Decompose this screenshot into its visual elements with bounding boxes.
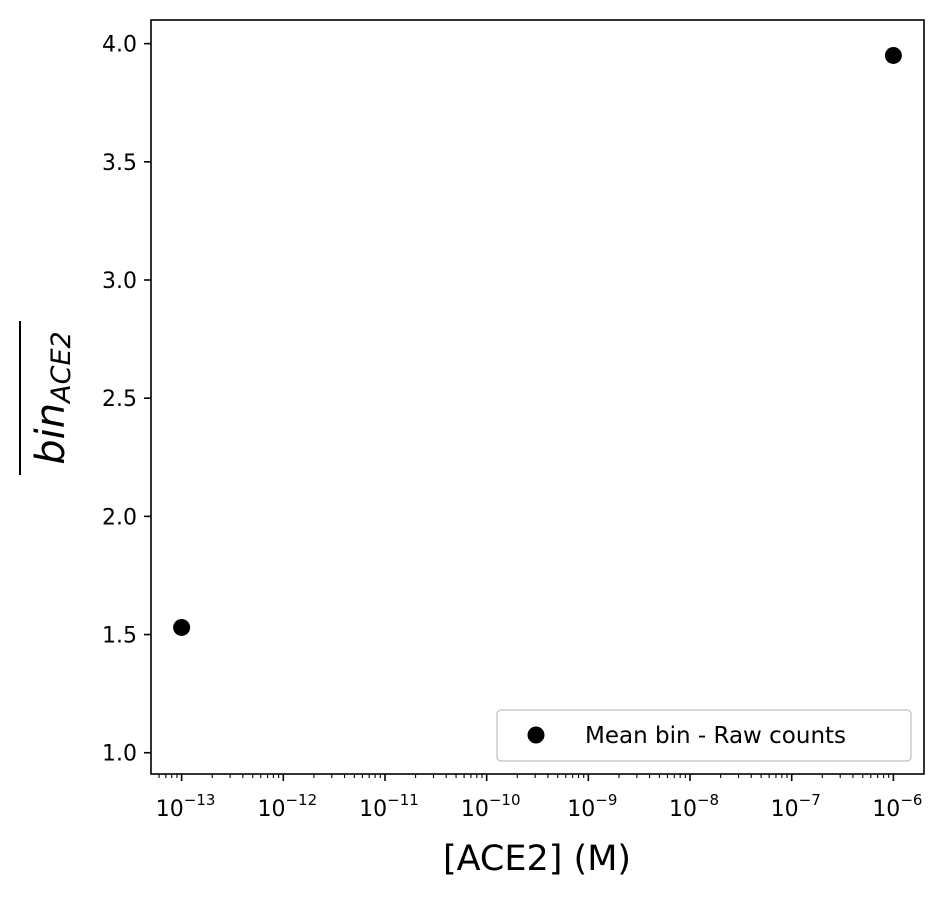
x-tick-label-exponent: −11 xyxy=(387,791,419,809)
x-tick-label: 10−6 xyxy=(872,791,922,822)
x-tick-label-exponent: −9 xyxy=(595,791,617,809)
y-axis-label-base: bin xyxy=(28,403,74,465)
x-tick-label-base: 10 xyxy=(872,797,900,822)
x-axis: 10−13 10−12 10−11 10−10 10−9 10−8 10−7 10−6 xyxy=(156,774,922,822)
data-point xyxy=(884,46,902,64)
x-tick-label: 10−11 xyxy=(359,791,419,822)
x-axis-label: [ACE2] (M) xyxy=(443,839,631,879)
y-axis: 1.0 1.5 2.0 2.5 3.0 3.5 4.0 xyxy=(102,33,151,767)
plot-area-frame xyxy=(150,19,925,775)
y-axis-label-subscript: ACE2 xyxy=(46,331,77,405)
y-tick-label: 3.0 xyxy=(102,269,137,294)
data-point xyxy=(173,618,191,636)
x-tick-label: 10−9 xyxy=(567,791,617,822)
x-tick-label: 10−13 xyxy=(156,791,216,822)
y-axis-label: binACE2 xyxy=(19,321,77,475)
legend-entry-label: Mean bin - Raw counts xyxy=(585,723,846,749)
x-tick-label-exponent: −12 xyxy=(285,791,317,809)
legend-marker xyxy=(527,726,545,744)
y-tick-label: 1.0 xyxy=(102,742,137,767)
x-tick-label-base: 10 xyxy=(461,797,489,822)
y-tick-label: 4.0 xyxy=(102,33,137,58)
x-tick-label-base: 10 xyxy=(257,797,285,822)
x-tick-label-base: 10 xyxy=(359,797,387,822)
x-tick-label: 10−7 xyxy=(771,791,821,822)
x-tick-label-base: 10 xyxy=(771,797,799,822)
svg-text:binACE2: binACE2 xyxy=(28,331,77,464)
y-tick-label: 2.5 xyxy=(102,387,137,412)
x-tick-label-exponent: −6 xyxy=(900,791,922,809)
y-tick-label: 3.5 xyxy=(102,151,137,176)
x-tick-label-base: 10 xyxy=(156,797,184,822)
x-tick-label-base: 10 xyxy=(567,797,595,822)
x-tick-label-exponent: −7 xyxy=(799,791,821,809)
x-tick-label: 10−8 xyxy=(669,791,719,822)
x-tick-label-exponent: −13 xyxy=(184,791,216,809)
legend-box xyxy=(496,709,912,762)
x-tick-label-base: 10 xyxy=(669,797,697,822)
legend: Mean bin - Raw counts xyxy=(496,709,912,762)
x-tick-label: 10−12 xyxy=(257,791,317,822)
y-tick-label: 1.5 xyxy=(102,624,137,649)
data-points xyxy=(173,46,902,636)
x-tick-label: 10−10 xyxy=(461,791,521,822)
x-tick-label-exponent: −10 xyxy=(489,791,521,809)
x-tick-label-exponent: −8 xyxy=(697,791,719,809)
y-tick-label: 2.0 xyxy=(102,505,137,530)
